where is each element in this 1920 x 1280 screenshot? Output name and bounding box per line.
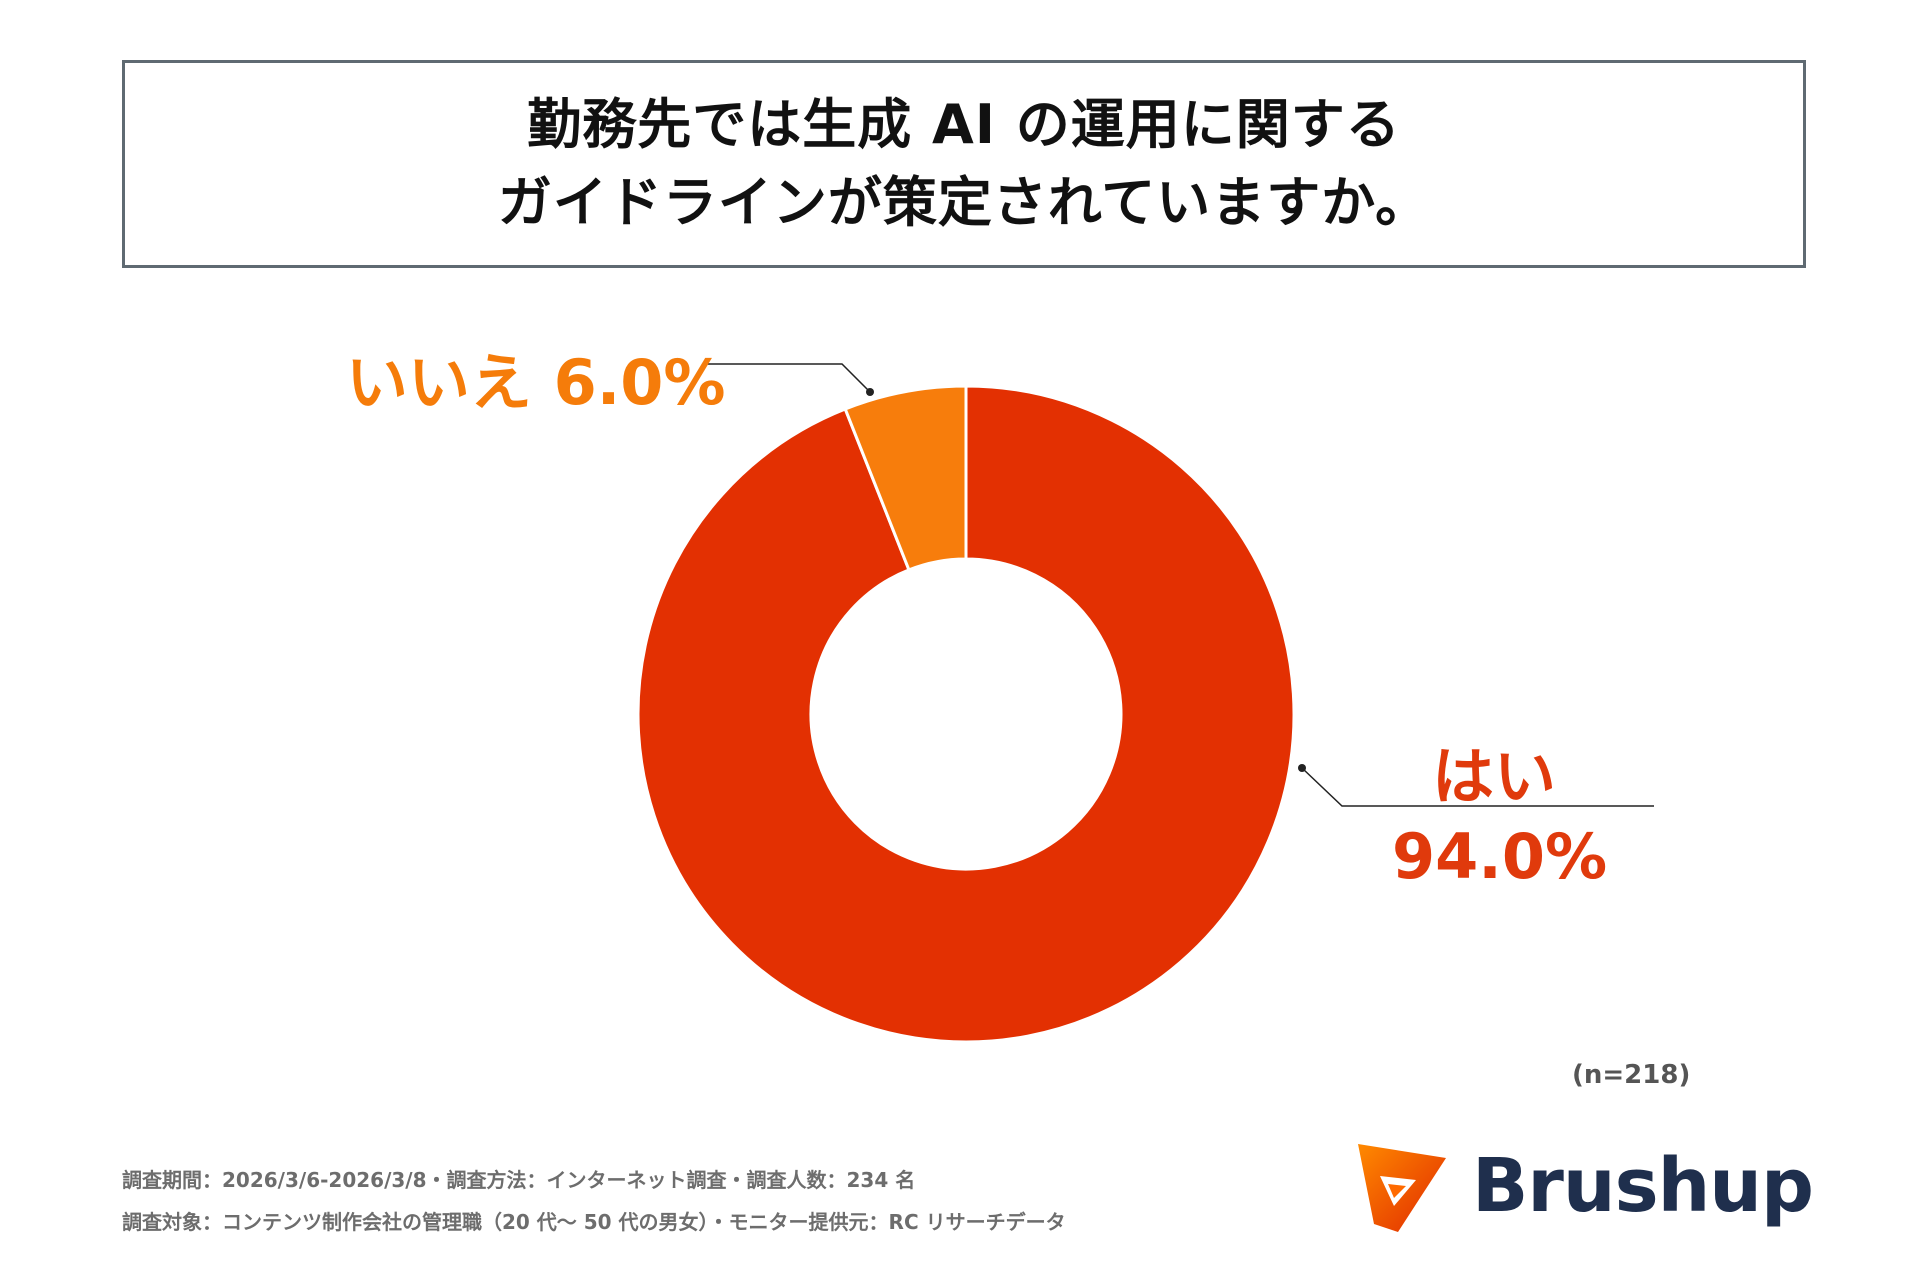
label-no: いいえ 6.0% [346, 346, 726, 419]
leader-dot-yes [1298, 764, 1306, 772]
leader-dot-no [866, 388, 874, 396]
survey-note-1: 調査期間：2026/3/6-2026/3/8・調査方法：インターネット調査・調査… [122, 1168, 916, 1192]
survey-note-2: 調査対象：コンテンツ制作会社の管理職（20 代～ 50 代の男女）・モニター提供… [122, 1210, 1066, 1234]
sample-size: (n=218) [1572, 1060, 1691, 1090]
donut-slice-yes [636, 384, 1296, 1044]
leader-line-yes [1301, 767, 1654, 807]
donut-slice-no [843, 384, 968, 572]
title-box: 勤務先では生成 AI の運用に関する ガイドラインが策定されていますか。 [122, 60, 1806, 268]
label-yes-value: 94.0% [1392, 820, 1608, 893]
brand-logo: Brushup [1350, 1136, 1814, 1236]
brushup-logo-icon [1358, 1144, 1446, 1232]
chart-title-line-1: 勤務先では生成 AI の運用に関する [527, 93, 1401, 156]
label-yes-name: はい [1432, 740, 1557, 813]
chart-title-line-2: ガイドラインが策定されていますか。 [497, 171, 1431, 234]
leader-line-no [706, 363, 871, 393]
brand-name: Brushup [1472, 1143, 1814, 1229]
